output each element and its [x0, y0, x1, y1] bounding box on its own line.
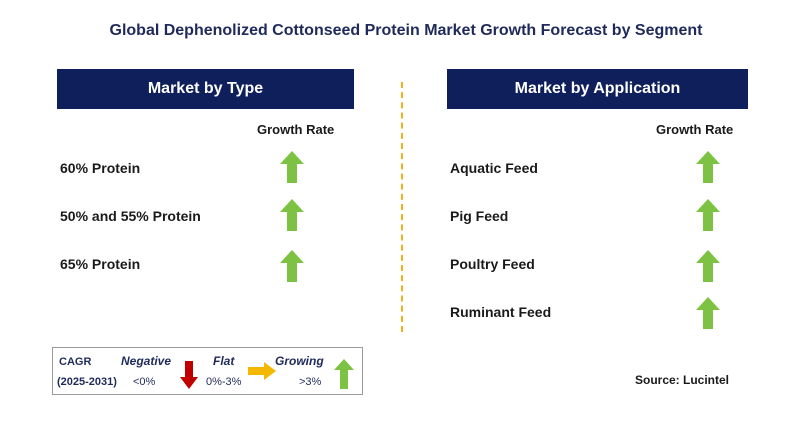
type-row-label: 50% and 55% Protein [60, 208, 201, 224]
up-arrow-icon [695, 150, 721, 184]
application-row-label: Pig Feed [450, 208, 509, 224]
right-arrow-icon [247, 361, 277, 386]
up-arrow-icon [695, 249, 721, 283]
up-arrow-icon [279, 198, 305, 232]
legend-negative-range: <0% [133, 376, 156, 388]
up-arrow-icon [279, 249, 305, 283]
up-arrow-icon [279, 150, 305, 184]
up-arrow-icon [695, 296, 721, 330]
type-row-label: 65% Protein [60, 256, 141, 272]
cagr-legend: CAGR (2025-2031) Negative <0% Flat 0%-3%… [52, 347, 363, 395]
application-row-label: Poultry Feed [450, 256, 535, 272]
up-arrow-icon [333, 358, 355, 395]
application-row-label: Aquatic Feed [450, 160, 538, 176]
legend-negative-label: Negative [121, 354, 172, 368]
legend-growing-range: >3% [299, 376, 322, 388]
application-growth-rate-label: Growth Rate [656, 122, 734, 137]
page-title: Global Dephenolized Cottonseed Protein M… [109, 22, 703, 39]
panel-divider [401, 82, 403, 332]
legend-cagr-label: CAGR [59, 356, 92, 368]
down-arrow-icon [179, 360, 199, 395]
legend-flat-range: 0%-3% [206, 376, 242, 388]
legend-growing-label: Growing [275, 354, 324, 368]
legend-flat-label: Flat [213, 354, 235, 368]
legend-period: (2025-2031) [57, 376, 117, 388]
application-row-label: Ruminant Feed [450, 304, 552, 320]
market-by-type-header: Market by Type [57, 69, 354, 109]
type-growth-rate-label: Growth Rate [257, 122, 335, 137]
source-label: Source: Lucintel [635, 373, 730, 387]
market-by-application-header: Market by Application [447, 69, 748, 109]
type-row-label: 60% Protein [60, 160, 141, 176]
up-arrow-icon [695, 198, 721, 232]
